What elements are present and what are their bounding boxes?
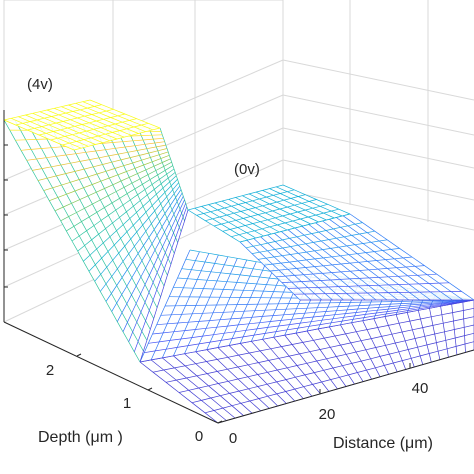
floor-patch-line [191, 332, 474, 404]
y-tick-label: 0 [195, 428, 203, 445]
high-plateau-patch-line [73, 127, 161, 151]
cliff-patch-line [88, 179, 178, 272]
right-ramp-patch-line [293, 291, 462, 295]
low-plateau-patch-line [187, 184, 284, 211]
right-ramp-patch-line [287, 282, 450, 289]
cliff-patch-line [128, 203, 187, 342]
right-ramp-patch-line [257, 239, 388, 260]
right-ramp-patch-line [251, 230, 375, 254]
tick-marks [4, 144, 411, 424]
cliff-patch-line [139, 209, 189, 363]
cliff-patch-line [32, 144, 166, 171]
low-plateau-patch-line [205, 194, 306, 222]
grid-z-r1 [282, 59, 474, 101]
cliff-patch-line [83, 175, 177, 262]
right-ramp-patch-line [275, 265, 425, 278]
low-plateau-patch-line [213, 199, 317, 227]
x-tick-label: 40 [412, 380, 429, 397]
high-plateau-patch-line [50, 118, 137, 141]
right-ramp-patch-line [281, 273, 437, 283]
right-slope-patch-line [148, 299, 474, 344]
cliff-patch-line [133, 206, 188, 353]
right-ramp-patch-line [239, 213, 351, 243]
right-slope-patch-line [139, 299, 474, 363]
right-slope-patch-line [152, 299, 474, 335]
x-tick-label: 20 [319, 406, 336, 423]
low-plateau-patch-line [231, 208, 339, 238]
y-tick [76, 353, 82, 357]
low-plateau-patch-line [222, 203, 328, 232]
cliff-patch-line [116, 196, 184, 322]
right-slope-patch-line [164, 299, 474, 307]
cliff-patch-line [37, 148, 168, 181]
cliff-patch-line [49, 154, 170, 202]
cliff-patch-line [122, 199, 185, 332]
y-tick-label: 1 [123, 395, 131, 412]
floor-patch-line [178, 324, 474, 393]
grid-z-r3 [282, 127, 474, 169]
surface-mesh [3, 99, 474, 424]
cliff-patch-line [66, 165, 173, 232]
cliff-patch-line [77, 172, 176, 252]
back-wall-left [3, 0, 283, 110]
floor-patch-line [204, 341, 474, 414]
high-plateau-patch-line [15, 104, 102, 126]
cliff-patch-line [43, 151, 169, 191]
cliff-patch-line [26, 141, 165, 161]
cliff-patch-line [60, 161, 172, 222]
x-tick-label: 0 [229, 430, 237, 447]
cliff-patch-fill [4, 120, 188, 362]
right-slope-patch-line [156, 299, 474, 326]
x-axis-line [217, 349, 474, 424]
y-axis-line [3, 321, 219, 424]
y-tick [147, 387, 153, 391]
annotation-0v: (0v) [234, 161, 260, 178]
floor-patch-line [152, 307, 474, 373]
annotation-4v: (4v) [27, 76, 53, 93]
high-plateau-patch-line [27, 108, 114, 131]
y-tick-label: 2 [46, 362, 54, 379]
cliff-patch-line [94, 182, 179, 282]
right-slope-patch-line [144, 299, 474, 354]
cliff-patch-line [71, 168, 175, 242]
grid-z-r4 [282, 159, 474, 201]
right-ramp-patch-line [245, 222, 363, 249]
floor-patch-line [165, 316, 474, 383]
right-slope-patch-line [160, 299, 474, 316]
right-ramp-patch-line [263, 248, 400, 266]
low-plateau-patch-line [196, 189, 295, 216]
low-plateau-patch-fill [188, 185, 350, 242]
high-plateau-patch-line [38, 113, 126, 136]
cliff-patch-line [105, 189, 182, 302]
right-ramp-patch-line [269, 256, 413, 272]
y-axis-title: Depth (μm ) [38, 429, 123, 446]
cliff-patch-line [100, 185, 181, 292]
right-slope-patch-fill [140, 250, 474, 362]
y-tick [217, 420, 223, 424]
x-axis-title: Distance (μm) [333, 435, 433, 452]
high-plateau-patch-line [3, 99, 91, 121]
cliff-patch-line [111, 192, 183, 312]
high-plateau-patch-line [62, 122, 149, 146]
cliff-patch-line [54, 158, 171, 212]
grid-z-r2 [282, 94, 474, 136]
